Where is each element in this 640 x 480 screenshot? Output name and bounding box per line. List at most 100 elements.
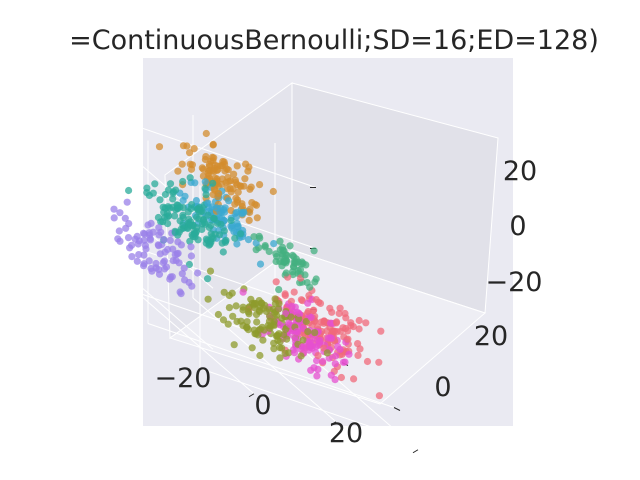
scatter-point-series-2 — [227, 222, 235, 230]
scatter-point-series-0 — [122, 224, 130, 232]
scatter-point-series-5 — [251, 330, 259, 338]
scatter-point-series-2 — [192, 197, 200, 205]
axis-ticks — [248, 187, 419, 454]
scatter-point-series-1 — [237, 230, 245, 238]
scatter-point-series-0 — [123, 198, 131, 206]
scatter-point-series-6 — [327, 319, 335, 327]
scatter-point-series-5 — [204, 295, 212, 303]
scatter-point-series-5 — [248, 344, 256, 352]
scatter-point-series-6 — [288, 302, 296, 310]
scatter-point-series-6 — [306, 338, 314, 346]
scatter-point-series-7 — [281, 291, 289, 300]
scatter-point-series-7 — [354, 351, 362, 359]
scatter-point-series-3 — [245, 216, 253, 224]
scatter-point-series-5 — [281, 349, 289, 357]
scatter-point-series-2 — [244, 236, 253, 244]
scatter-point-series-0 — [149, 228, 157, 236]
scatter-point-series-3 — [221, 160, 229, 168]
scatter-point-series-1 — [189, 232, 197, 240]
y-tick-label: 0 — [434, 372, 451, 403]
scatter-point-series-1 — [143, 184, 151, 192]
scatter-point-series-1 — [169, 195, 177, 203]
scatter-point-series-0 — [160, 236, 168, 244]
scatter-point-series-5 — [243, 324, 251, 332]
scatter-point-series-0 — [181, 276, 189, 284]
scatter-point-series-2 — [216, 204, 225, 212]
scatter-point-series-1 — [198, 225, 206, 233]
scatter-point-series-0 — [140, 262, 148, 270]
scatter-point-series-7 — [355, 325, 363, 333]
scatter-point-series-0 — [131, 235, 139, 243]
scatter-point-series-1 — [188, 201, 196, 209]
scatter-point-series-0 — [128, 241, 136, 249]
scatter-point-series-4 — [279, 246, 287, 254]
scatter-point-series-1 — [179, 211, 187, 219]
scatter-point-series-6 — [341, 358, 349, 366]
scatter-point-series-7 — [341, 309, 349, 318]
scatter-point-series-3 — [190, 145, 198, 153]
scatter-point-series-5 — [278, 314, 286, 322]
scatter-point-series-3 — [238, 200, 246, 208]
scatter-point-series-7 — [314, 352, 322, 360]
scatter-point-series-5 — [276, 337, 284, 346]
scatter-point-series-5 — [214, 310, 222, 319]
scatter-point-series-2 — [230, 228, 238, 236]
x-tick-mark — [248, 393, 255, 398]
scatter-point-series-3 — [183, 142, 191, 150]
scatter-point-series-1 — [227, 216, 235, 224]
scatter-point-series-1 — [171, 212, 179, 220]
scatter-point-series-7 — [333, 318, 341, 326]
scatter-point-series-7 — [375, 392, 383, 400]
scatter-point-series-7 — [363, 357, 372, 366]
scatter-point-series-0 — [116, 209, 124, 217]
scatter-point-series-7 — [377, 327, 385, 335]
scatter-point-series-5 — [270, 345, 278, 353]
scatter-point-series-3 — [240, 182, 248, 190]
scatter-point-series-5 — [270, 318, 278, 326]
scatter-point-series-0 — [177, 241, 185, 249]
x-tick-label: 0 — [254, 390, 271, 421]
scatter-point-series-1 — [213, 219, 222, 227]
scatter-point-series-6 — [334, 343, 342, 351]
scatter-point-series-1 — [156, 196, 164, 204]
scatter-point-series-0 — [121, 214, 129, 222]
scatter-point-series-0 — [178, 270, 186, 278]
scatter-point-series-0 — [124, 234, 133, 242]
scatter-point-series-5 — [219, 316, 228, 324]
scatter-point-series-6 — [328, 334, 336, 342]
scatter-point-series-6 — [314, 365, 322, 373]
scatter-point-series-1 — [211, 230, 219, 238]
x-tick-mark — [412, 449, 419, 454]
scatter-point-series-1 — [145, 191, 153, 199]
scatter-point-series-1 — [231, 234, 239, 242]
scatter-point-series-4 — [282, 269, 290, 277]
scatter-point-series-6 — [295, 309, 303, 317]
scatter-point-series-2 — [201, 178, 209, 186]
scatter-point-series-3 — [241, 175, 249, 183]
scatter-point-series-7 — [362, 319, 370, 327]
scatter-point-series-6 — [307, 313, 315, 321]
scatter-point-series-1 — [209, 179, 217, 187]
scatter-point-series-5 — [273, 311, 281, 319]
scatter-point-series-1 — [186, 174, 194, 182]
scatter-point-series-6 — [239, 288, 247, 296]
scatter-point-series-3 — [253, 214, 261, 222]
scatter-point-series-6 — [331, 352, 340, 360]
scatter-point-series-3 — [246, 205, 254, 213]
scatter-point-series-7 — [342, 324, 350, 333]
scatter-point-series-3 — [244, 167, 252, 175]
scatter-point-series-2 — [225, 197, 233, 205]
scatter-point-series-0 — [110, 205, 118, 213]
scatter-point-series-4 — [275, 286, 283, 294]
scatter-point-series-5 — [232, 302, 240, 310]
y-tick-mark — [393, 407, 401, 411]
scatter-point-series-4 — [252, 246, 260, 254]
scatter-point-series-1 — [200, 218, 209, 227]
scatter-point-series-2 — [256, 260, 265, 268]
scatter-point-series-7 — [323, 327, 331, 335]
scatter-point-series-4 — [294, 258, 302, 266]
scatter-point-series-7 — [337, 373, 345, 382]
scatter-point-series-5 — [230, 341, 238, 349]
scatter-point-series-0 — [167, 273, 175, 281]
